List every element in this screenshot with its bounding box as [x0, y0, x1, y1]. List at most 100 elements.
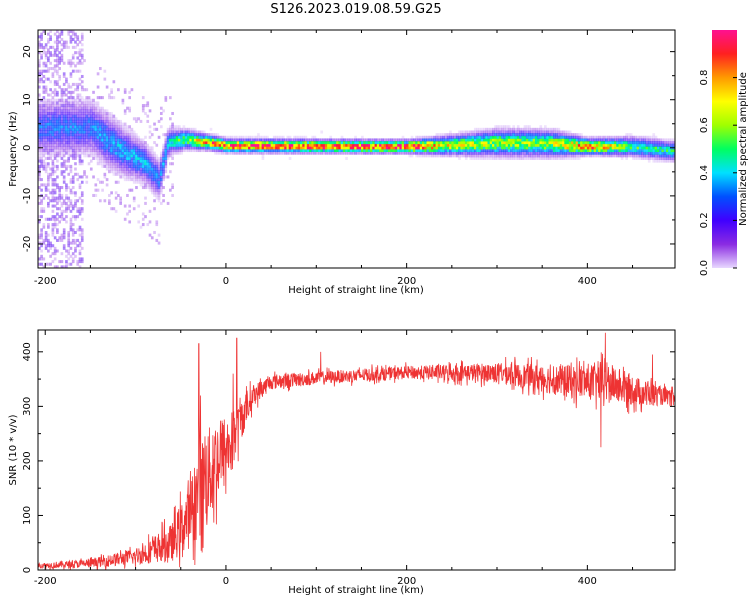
spectrogram-cell — [62, 130, 66, 134]
spectrogram-cell — [521, 138, 525, 142]
y-tick-label: 0 — [22, 145, 33, 151]
spectrogram-cell — [193, 146, 197, 150]
spectrogram-cell — [49, 262, 52, 266]
spectrogram-cell — [629, 154, 633, 158]
spectrogram-cell — [661, 138, 665, 142]
spectrogram-cell — [586, 151, 590, 155]
spectrogram-cell — [58, 207, 61, 211]
spectrogram-cell — [562, 156, 565, 160]
spectrogram-cell — [171, 111, 174, 116]
spectrogram-cell — [453, 133, 457, 137]
spectrogram-cell — [44, 193, 48, 197]
spectrogram-cell — [629, 138, 633, 142]
spectrogram-cell — [616, 151, 619, 155]
spectrogram-cell — [162, 172, 165, 176]
spectrogram-cell — [412, 149, 416, 153]
spectrogram-cell — [460, 151, 464, 155]
spectrogram-cell — [528, 141, 531, 145]
spectrogram-cell — [137, 138, 141, 142]
spectrogram-cell — [78, 149, 82, 153]
spectrogram-cell — [103, 109, 107, 113]
spectrogram-cell — [67, 127, 71, 131]
spectrogram-cell — [433, 143, 436, 147]
spectrogram-cell — [42, 238, 46, 242]
spectrogram-cell — [126, 146, 129, 150]
spectrogram-cell — [627, 133, 631, 137]
spectrogram-cell — [480, 151, 484, 155]
spectrogram-cell — [89, 119, 93, 123]
spectrogram-cell — [473, 154, 477, 158]
spectrogram-cell — [647, 141, 651, 145]
spectrogram-cell — [126, 135, 129, 139]
x-tick-label: 400 — [578, 576, 597, 587]
spectrogram-cell — [83, 170, 86, 174]
spectrogram-cell — [126, 127, 129, 131]
spectrogram-cell — [53, 138, 57, 142]
spectrogram-cell — [128, 109, 132, 113]
spectrogram-cell — [620, 146, 624, 150]
spectrogram-cell — [270, 138, 274, 142]
spectrogram-cell — [614, 154, 617, 158]
spectrogram-cell — [89, 167, 93, 171]
spectrogram-cell — [564, 156, 567, 160]
spectrogram-cell — [347, 138, 351, 142]
colorbar-label: Normalized spectral amplitude — [738, 72, 749, 226]
spectrogram-cell — [543, 127, 547, 131]
spectrogram-cell — [137, 143, 141, 147]
spectrogram-cell — [44, 133, 48, 137]
spectrogram-cell — [589, 135, 592, 139]
spectrogram-cell — [85, 111, 89, 116]
spectrogram-cell — [638, 141, 642, 145]
spectrogram-cell — [38, 98, 41, 102]
spectrogram-cell — [487, 149, 491, 153]
spectrogram-cell — [87, 162, 91, 166]
spectrogram-cell — [53, 104, 57, 108]
spectrogram-cell — [650, 156, 653, 160]
spectrogram-cell — [150, 154, 154, 158]
spectrogram-cell — [42, 159, 46, 163]
spectrogram-cell — [473, 135, 477, 139]
spectrogram-cell — [607, 143, 610, 147]
spectrogram-cell — [444, 138, 448, 142]
spectrogram-cell — [618, 154, 622, 158]
spectrogram-cell — [487, 156, 491, 160]
spectrogram-cell — [528, 143, 531, 147]
spectrogram-cell — [56, 104, 59, 108]
spectrogram-cell — [279, 138, 283, 142]
spectrogram-cell — [92, 98, 95, 102]
spectrogram-cell — [467, 130, 470, 134]
spectrogram-cell — [108, 146, 111, 150]
spectrogram-cell — [51, 260, 55, 264]
spectrogram-cell — [473, 138, 477, 142]
spectrogram-cell — [85, 101, 89, 105]
spectrogram-cell — [383, 143, 387, 147]
spectrogram-cell — [159, 125, 163, 129]
spectrogram-cell — [141, 109, 145, 113]
spectrogram-cell — [297, 146, 301, 150]
spectrogram-cell — [157, 164, 161, 168]
spectrogram-cell — [49, 143, 52, 147]
spectrogram-cell — [417, 149, 421, 153]
spectrogram-cell — [110, 135, 113, 139]
spectrogram-cell — [38, 93, 41, 97]
spectrogram-cell — [451, 146, 455, 150]
spectrogram-cell — [150, 180, 154, 184]
spectrogram-cell — [245, 135, 249, 139]
colorbar-ticks: 0.00.20.40.60.8 — [699, 70, 737, 276]
spectrogram-cell — [458, 143, 461, 147]
spectrogram-cell — [85, 114, 89, 118]
spectrogram-cell — [401, 135, 405, 139]
spectrogram-cell — [494, 156, 497, 160]
spectrogram-cell — [112, 141, 116, 145]
spectrogram-cell — [476, 151, 479, 155]
spectrogram-cell — [223, 146, 226, 150]
spectrogram-cell — [652, 143, 656, 147]
spectrogram-cell — [546, 135, 549, 139]
spectrogram-cell — [496, 146, 500, 150]
spectrogram-cell — [162, 199, 165, 203]
spectrogram-cell — [53, 101, 57, 105]
spectrogram-cell — [211, 149, 215, 153]
spectrogram-cell — [80, 56, 84, 60]
spectrogram-cell — [58, 186, 61, 190]
spectrogram-cell — [498, 141, 502, 145]
